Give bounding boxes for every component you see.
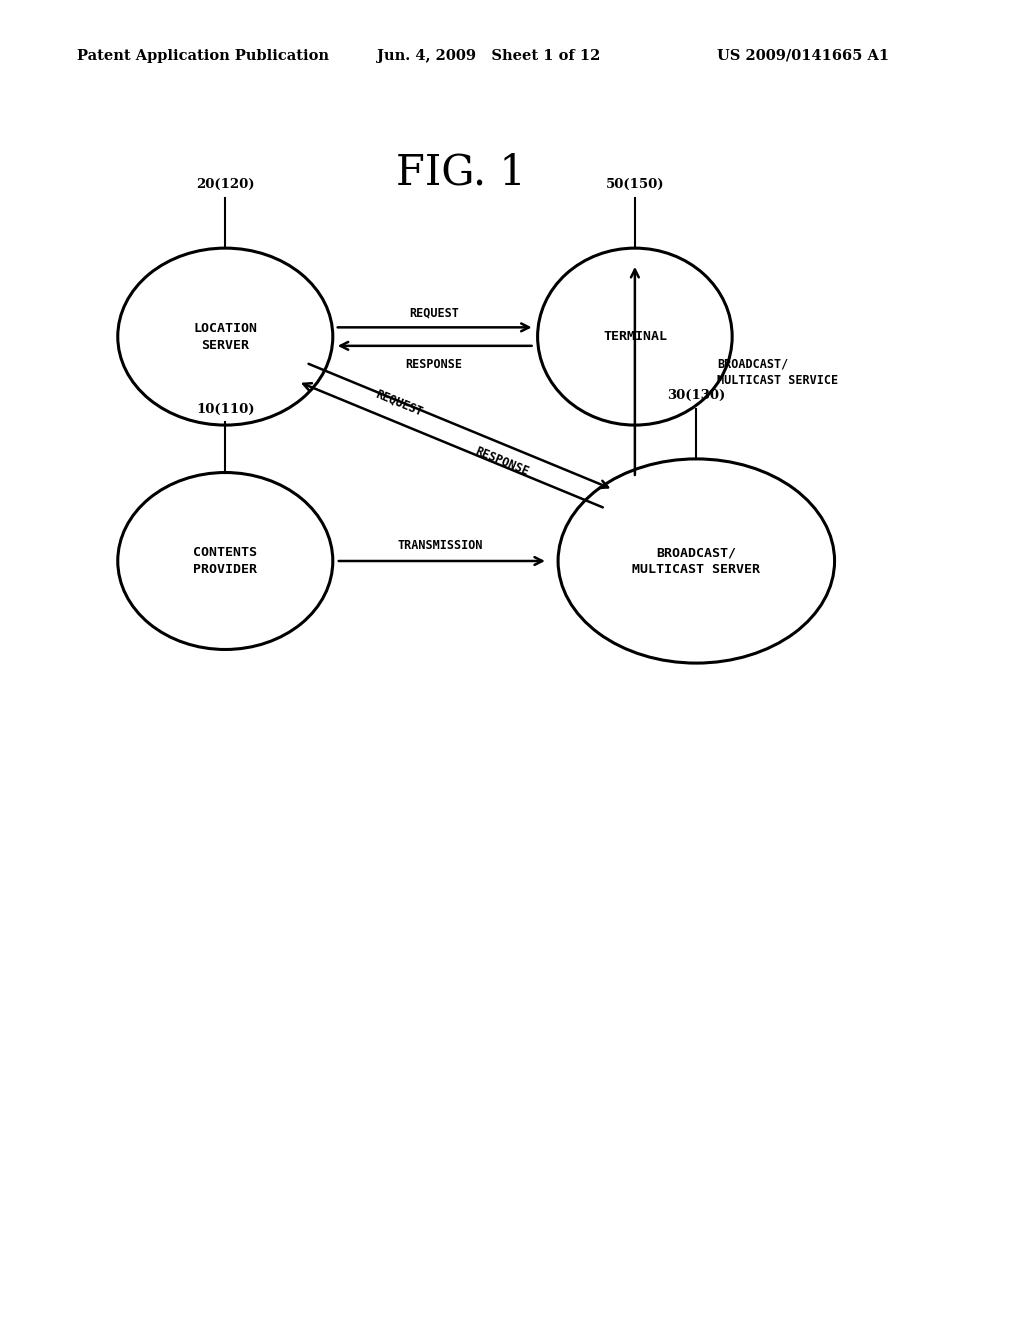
Text: REQUEST: REQUEST (410, 306, 459, 319)
Text: 20(120): 20(120) (196, 178, 255, 191)
Text: RESPONSE: RESPONSE (406, 358, 463, 371)
Text: 50(150): 50(150) (605, 178, 665, 191)
Text: 30(130): 30(130) (668, 389, 725, 403)
Text: TRANSMISSION: TRANSMISSION (397, 539, 483, 552)
Text: CONTENTS
PROVIDER: CONTENTS PROVIDER (194, 546, 257, 576)
Text: Patent Application Publication: Patent Application Publication (77, 49, 329, 63)
Text: FIG. 1: FIG. 1 (396, 152, 525, 194)
Text: Jun. 4, 2009   Sheet 1 of 12: Jun. 4, 2009 Sheet 1 of 12 (377, 49, 600, 63)
Text: US 2009/0141665 A1: US 2009/0141665 A1 (717, 49, 889, 63)
Text: RESPONSE: RESPONSE (473, 445, 530, 479)
Text: BROADCAST/
MULTICAST SERVICE: BROADCAST/ MULTICAST SERVICE (717, 358, 838, 387)
Text: LOCATION
SERVER: LOCATION SERVER (194, 322, 257, 351)
Text: BROADCAST/
MULTICAST SERVER: BROADCAST/ MULTICAST SERVER (633, 546, 760, 576)
Text: REQUEST: REQUEST (374, 387, 425, 418)
Text: 10(110): 10(110) (196, 403, 255, 416)
Text: TERMINAL: TERMINAL (603, 330, 667, 343)
